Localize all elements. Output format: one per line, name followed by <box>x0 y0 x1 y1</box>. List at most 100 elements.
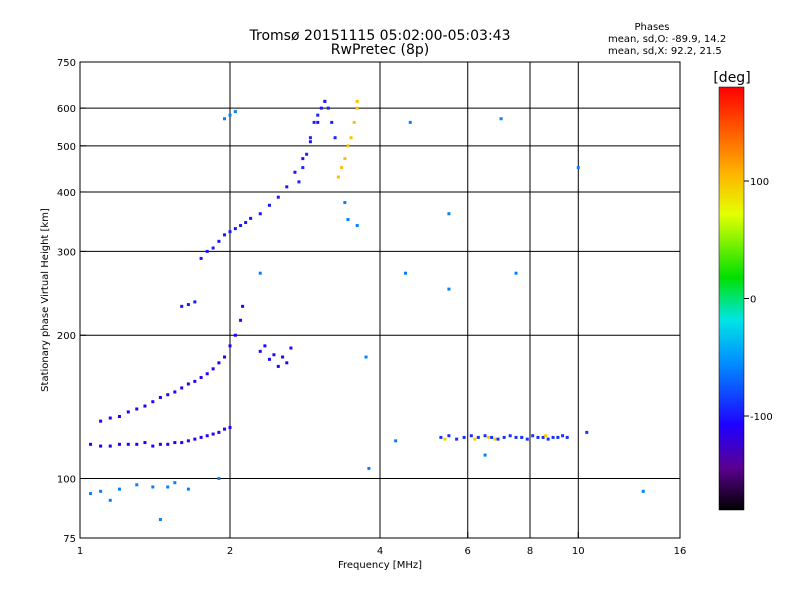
data-point <box>135 442 139 446</box>
data-point <box>276 195 280 199</box>
data-point <box>223 355 227 359</box>
data-point <box>308 136 312 140</box>
data-point <box>536 435 540 439</box>
data-point <box>99 444 103 448</box>
data-point <box>319 106 323 110</box>
data-point <box>239 318 243 322</box>
data-point <box>249 216 253 220</box>
data-point <box>355 99 359 103</box>
data-point <box>205 249 209 253</box>
data-point <box>199 435 203 439</box>
data-point <box>186 439 190 443</box>
data-point <box>343 157 347 161</box>
data-point <box>293 170 297 174</box>
y-tick-label: 200 <box>57 331 76 342</box>
stats-line-o: mean, sd,O: -89.9, 14.2 <box>608 34 726 45</box>
data-point <box>352 120 356 124</box>
y-tick-label: 75 <box>63 534 76 545</box>
data-point <box>326 106 330 110</box>
x-tick-label: 4 <box>377 546 383 557</box>
stats-heading: Phases <box>634 22 669 33</box>
data-point <box>301 166 305 170</box>
data-point <box>211 432 215 436</box>
data-point <box>508 434 512 438</box>
data-point <box>205 372 209 376</box>
data-point <box>272 353 276 357</box>
data-point <box>349 136 353 140</box>
data-point <box>340 166 344 170</box>
data-point <box>151 485 155 489</box>
data-point <box>561 434 565 438</box>
x-tick-label: 8 <box>527 546 533 557</box>
data-point <box>439 435 443 439</box>
data-point <box>233 227 237 231</box>
data-point <box>228 113 232 117</box>
data-point <box>233 110 237 114</box>
data-point <box>546 437 550 441</box>
data-point <box>285 361 289 365</box>
data-point <box>556 435 560 439</box>
data-point <box>447 287 451 291</box>
data-point <box>99 419 103 423</box>
y-axis-label: Stationary phase Virtual Height [km] <box>40 208 51 392</box>
data-point <box>336 175 340 179</box>
data-point <box>531 434 535 438</box>
data-point <box>258 271 262 275</box>
data-point <box>108 498 112 502</box>
data-point <box>126 442 130 446</box>
data-point <box>367 466 371 470</box>
y-tick-label: 600 <box>57 104 76 115</box>
data-point <box>355 106 359 110</box>
data-point <box>520 435 524 439</box>
data-point <box>276 364 280 368</box>
data-point <box>108 416 112 420</box>
data-point <box>151 444 155 448</box>
x-axis-label: Frequency [MHz] <box>338 560 422 571</box>
data-point <box>186 382 190 386</box>
data-point <box>173 441 177 445</box>
data-point <box>258 349 262 353</box>
data-point <box>173 481 177 485</box>
data-point <box>217 477 221 481</box>
y-tick-label: 750 <box>57 58 76 69</box>
data-point <box>565 435 569 439</box>
data-point <box>199 376 203 380</box>
colorbar-label: [deg] <box>713 70 750 86</box>
data-point <box>89 492 93 496</box>
data-point <box>126 410 130 414</box>
data-point <box>233 333 237 337</box>
data-point <box>316 113 320 117</box>
data-point <box>223 117 227 121</box>
colorbar <box>718 86 745 511</box>
stats-line-x: mean, sd,X: 92.2, 21.5 <box>608 46 722 57</box>
data-point <box>151 400 155 404</box>
data-point <box>117 487 121 491</box>
data-point <box>346 144 350 148</box>
y-tick-label: 300 <box>57 247 76 258</box>
data-point <box>239 224 243 228</box>
data-point <box>483 453 487 457</box>
data-point <box>193 379 197 383</box>
data-point <box>228 425 232 429</box>
data-point <box>135 407 139 411</box>
data-point <box>289 346 293 350</box>
data-point <box>223 233 227 237</box>
data-point <box>228 344 232 348</box>
data-point <box>394 439 398 443</box>
data-point <box>244 221 248 225</box>
data-point <box>514 271 518 275</box>
data-point <box>502 435 506 439</box>
data-point <box>447 212 451 216</box>
colorbar-ticks: 100 0 -100 <box>744 177 773 423</box>
data-point <box>443 437 447 441</box>
data-point <box>585 430 589 434</box>
data-point <box>408 120 412 124</box>
data-point <box>281 355 285 359</box>
data-point <box>143 441 147 445</box>
colorbar-tick-label: 0 <box>750 295 756 306</box>
grid-lines <box>80 62 680 538</box>
data-point <box>308 140 312 144</box>
colorbar-tick-label: -100 <box>750 412 773 423</box>
data-point <box>364 355 368 359</box>
